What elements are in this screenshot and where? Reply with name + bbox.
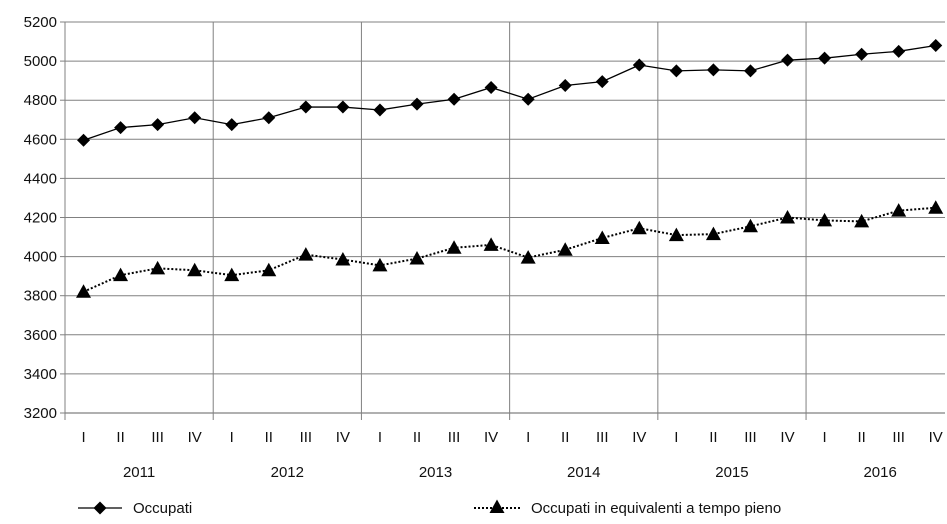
x-tick-label-quarter: I <box>674 429 678 446</box>
x-tick-label-year: 2013 <box>419 464 452 481</box>
legend-item-1: Occupati in equivalenti a tempo pieno <box>474 500 781 518</box>
x-tick-label-quarter: IV <box>188 429 202 446</box>
x-tick-label-quarter: II <box>413 429 421 446</box>
x-tick-label-quarter: III <box>151 429 164 446</box>
grid-layer <box>65 22 945 413</box>
x-tick-label-quarter: II <box>561 429 569 446</box>
diamond-marker <box>855 48 868 61</box>
x-tick-label-quarter: II <box>709 429 717 446</box>
triangle-marker <box>298 247 313 260</box>
x-tick-label-quarter: II <box>857 429 865 446</box>
legend-label: Occupati <box>133 500 192 517</box>
diamond-marker <box>336 101 349 114</box>
diamond-marker <box>188 111 201 124</box>
y-tick-label: 5000 <box>24 53 57 70</box>
x-tick-label-quarter: III <box>448 429 461 446</box>
y-tick-label: 4200 <box>24 210 57 227</box>
triangle-marker <box>335 252 350 266</box>
x-tick-label-quarter: II <box>265 429 273 446</box>
diamond-marker <box>892 45 905 58</box>
x-tick-label-year: 2012 <box>271 464 304 481</box>
x-tick-label-quarter: IV <box>336 429 350 446</box>
triangle-marker <box>224 268 239 282</box>
x-tick-label-quarter: III <box>744 429 757 446</box>
x-tick-label-year: 2011 <box>123 464 155 481</box>
triangle-marker <box>780 210 795 224</box>
x-tick-label-quarter: I <box>230 429 234 446</box>
triangle-marker <box>484 237 499 251</box>
x-tick-label-quarter: I <box>822 429 826 446</box>
diamond-marker <box>596 75 609 88</box>
y-tick-label: 4800 <box>24 92 57 109</box>
diamond-marker <box>707 63 720 76</box>
diamond-marker <box>299 101 312 114</box>
x-tick-label-quarter: I <box>378 429 382 446</box>
triangle-marker <box>261 263 276 277</box>
diamond-marker <box>411 98 424 111</box>
diamond-marker <box>262 111 275 124</box>
diamond-marker <box>225 118 238 131</box>
y-tick-label: 4600 <box>24 131 57 148</box>
diamond-marker <box>485 81 498 94</box>
axis-layer <box>60 22 945 420</box>
legend-label: Occupati in equivalenti a tempo pieno <box>531 500 781 517</box>
x-tick-label-quarter: II <box>116 429 124 446</box>
y-tick-label: 4000 <box>24 249 57 266</box>
triangle-marker <box>632 221 647 235</box>
y-tick-label: 3400 <box>24 366 57 383</box>
x-tick-label-quarter: IV <box>780 429 794 446</box>
y-tick-label: 4400 <box>24 170 57 187</box>
x-tick-label-quarter: IV <box>929 429 943 446</box>
x-tick-label-quarter: I <box>526 429 530 446</box>
diamond-marker <box>559 79 572 92</box>
legend: Occupati Occupati in equivalenti a tempo … <box>78 500 781 518</box>
triangle-marker <box>372 258 387 272</box>
x-tick-label-quarter: IV <box>484 429 498 446</box>
x-tick-label-quarter: IV <box>632 429 646 446</box>
diamond-marker <box>94 502 107 515</box>
x-tick-label-year: 2014 <box>567 464 600 481</box>
diamond-marker <box>670 64 683 77</box>
diamond-marker <box>929 39 942 52</box>
diamond-marker <box>77 134 90 147</box>
triangle-marker <box>595 231 610 245</box>
y-tick-label: 3600 <box>24 327 57 344</box>
x-tick-label-year: 2016 <box>863 464 896 481</box>
triangle-marker <box>187 263 202 277</box>
x-tick-label-quarter: III <box>596 429 609 446</box>
diamond-marker <box>448 93 461 106</box>
diamond-marker <box>633 59 646 72</box>
x-tick-label-quarter: III <box>300 429 313 446</box>
triangle-marker <box>928 200 943 214</box>
triangle-marker <box>150 261 165 275</box>
diamond-marker <box>522 93 535 106</box>
label-layer: 3200 3400 3600 3800 4000 4200 4400 4600 4800 5000… <box>24 14 943 481</box>
diamond-marker <box>151 118 164 131</box>
x-tick-label-quarter: III <box>892 429 905 446</box>
y-tick-label: 5200 <box>24 14 57 31</box>
legend-item-0: Occupati <box>78 500 192 517</box>
y-tick-label: 3800 <box>24 288 57 305</box>
triangle-marker <box>490 500 505 514</box>
diamond-marker <box>114 121 127 134</box>
diamond-marker <box>373 103 386 116</box>
y-tick-label: 3200 <box>24 405 57 422</box>
triangle-marker <box>76 284 91 298</box>
triangle-marker <box>743 219 758 233</box>
x-tick-label-year: 2015 <box>715 464 748 481</box>
x-tick-label-quarter: I <box>81 429 85 446</box>
diamond-marker <box>744 64 757 77</box>
triangle-marker <box>447 240 462 254</box>
diamond-marker <box>818 52 831 65</box>
diamond-marker <box>781 54 794 67</box>
